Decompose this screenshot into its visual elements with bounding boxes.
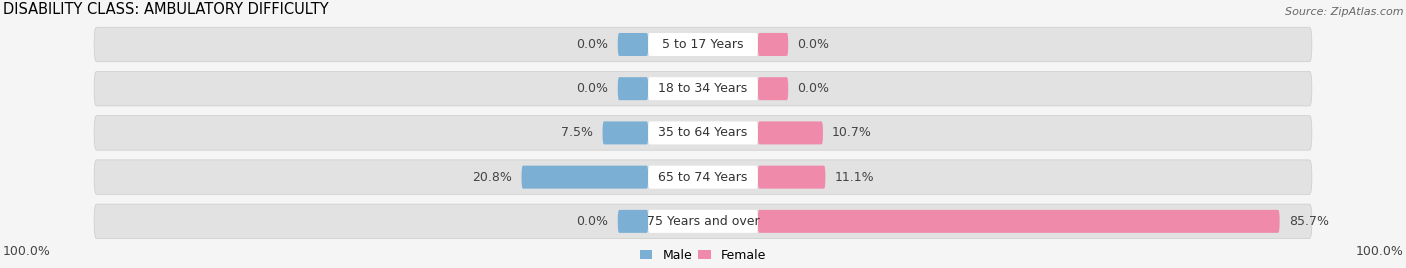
FancyBboxPatch shape xyxy=(94,116,1312,150)
Text: 11.1%: 11.1% xyxy=(835,171,875,184)
Text: 35 to 64 Years: 35 to 64 Years xyxy=(658,126,748,139)
FancyBboxPatch shape xyxy=(603,121,648,144)
Text: 0.0%: 0.0% xyxy=(576,215,609,228)
Text: 0.0%: 0.0% xyxy=(797,82,830,95)
FancyBboxPatch shape xyxy=(648,33,758,56)
FancyBboxPatch shape xyxy=(648,77,758,100)
FancyBboxPatch shape xyxy=(617,33,648,56)
FancyBboxPatch shape xyxy=(617,77,648,100)
FancyBboxPatch shape xyxy=(758,77,789,100)
FancyBboxPatch shape xyxy=(94,72,1312,106)
FancyBboxPatch shape xyxy=(94,27,1312,62)
Text: 100.0%: 100.0% xyxy=(3,245,51,258)
FancyBboxPatch shape xyxy=(522,166,648,189)
FancyBboxPatch shape xyxy=(648,121,758,144)
Text: 75 Years and over: 75 Years and over xyxy=(647,215,759,228)
Legend: Male, Female: Male, Female xyxy=(636,244,770,267)
Text: 85.7%: 85.7% xyxy=(1289,215,1329,228)
Text: 0.0%: 0.0% xyxy=(797,38,830,51)
FancyBboxPatch shape xyxy=(94,160,1312,194)
FancyBboxPatch shape xyxy=(758,166,825,189)
Text: 7.5%: 7.5% xyxy=(561,126,593,139)
FancyBboxPatch shape xyxy=(758,121,823,144)
Text: 5 to 17 Years: 5 to 17 Years xyxy=(662,38,744,51)
Text: 0.0%: 0.0% xyxy=(576,82,609,95)
Text: 0.0%: 0.0% xyxy=(576,38,609,51)
Text: 100.0%: 100.0% xyxy=(1355,245,1403,258)
FancyBboxPatch shape xyxy=(94,204,1312,239)
Text: 20.8%: 20.8% xyxy=(472,171,512,184)
FancyBboxPatch shape xyxy=(648,166,758,189)
Text: 10.7%: 10.7% xyxy=(832,126,872,139)
FancyBboxPatch shape xyxy=(617,210,648,233)
Text: 65 to 74 Years: 65 to 74 Years xyxy=(658,171,748,184)
Text: Source: ZipAtlas.com: Source: ZipAtlas.com xyxy=(1285,7,1403,17)
Text: DISABILITY CLASS: AMBULATORY DIFFICULTY: DISABILITY CLASS: AMBULATORY DIFFICULTY xyxy=(3,2,329,17)
Text: 18 to 34 Years: 18 to 34 Years xyxy=(658,82,748,95)
FancyBboxPatch shape xyxy=(758,33,789,56)
FancyBboxPatch shape xyxy=(648,210,758,233)
FancyBboxPatch shape xyxy=(758,210,1279,233)
